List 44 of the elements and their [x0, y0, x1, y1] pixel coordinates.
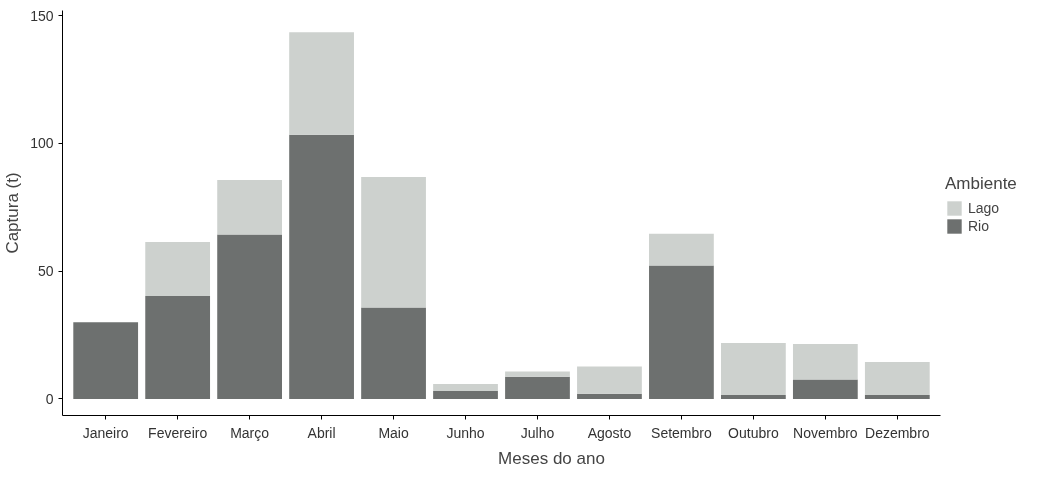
x-tick-label: Julho — [520, 424, 555, 441]
bar — [792, 343, 858, 380]
x-tick-label: Setembro — [651, 424, 712, 441]
bar — [145, 242, 211, 296]
x-tick-label: Junho — [446, 424, 485, 441]
y-tick-label: 100 — [30, 135, 54, 152]
bar — [505, 371, 570, 377]
bar — [721, 395, 786, 399]
bar — [289, 32, 354, 135]
bar — [361, 307, 426, 399]
x-tick-label: Janeiro — [82, 424, 129, 441]
bar — [361, 177, 426, 308]
x-tick-label: Março — [230, 424, 270, 441]
x-tick-label: Dezembro — [865, 424, 930, 441]
bar — [433, 390, 498, 399]
bar — [433, 384, 498, 391]
x-tick-label: Agosto — [587, 424, 632, 441]
x-tick-label: Novembro — [793, 424, 858, 441]
bar — [792, 379, 858, 399]
bar — [864, 395, 930, 399]
y-tick-label: 0 — [45, 390, 54, 407]
bar — [649, 265, 714, 399]
y-axis-title: Captura (t) — [3, 172, 23, 254]
bar — [73, 322, 139, 399]
bar — [577, 366, 642, 394]
legend-label: Rio — [968, 217, 990, 235]
bar — [649, 233, 714, 266]
bar — [577, 393, 642, 399]
y-tick-label: 150 — [30, 7, 54, 24]
legend-label: Lago — [968, 199, 1000, 217]
x-tick-label: Maio — [378, 424, 409, 441]
x-axis-title: Meses do ano — [498, 448, 605, 468]
bar — [145, 295, 211, 399]
y-tick-label: 50 — [37, 263, 54, 280]
x-tick-label: Fevereiro — [148, 424, 208, 441]
bar — [217, 179, 282, 235]
bar — [289, 134, 354, 399]
x-tick-label: Outubro — [728, 424, 779, 441]
legend-title: Ambiente — [945, 174, 1017, 194]
bar — [721, 342, 786, 396]
bar — [505, 376, 570, 399]
bar — [864, 362, 930, 396]
x-tick-label: Abril — [307, 424, 336, 441]
bar — [217, 234, 282, 399]
